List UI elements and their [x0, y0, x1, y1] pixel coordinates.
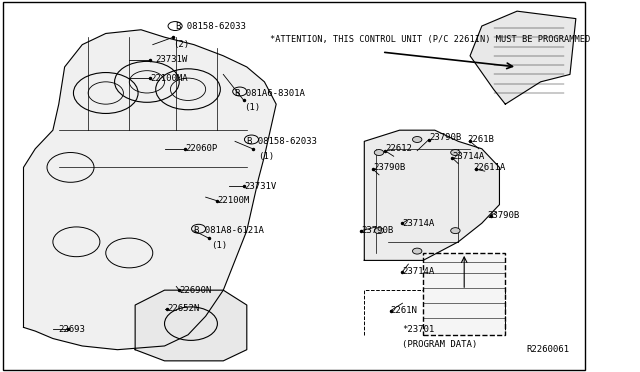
Text: 22100MA: 22100MA	[150, 74, 188, 83]
Circle shape	[374, 150, 384, 155]
Text: 22612: 22612	[385, 144, 412, 153]
Circle shape	[451, 228, 460, 234]
Polygon shape	[470, 11, 576, 104]
Text: 22693: 22693	[59, 325, 86, 334]
Text: 22690N: 22690N	[179, 286, 211, 295]
Text: 22652N: 22652N	[168, 304, 200, 313]
Text: R2260061: R2260061	[526, 345, 569, 354]
Text: (2): (2)	[173, 40, 189, 49]
Polygon shape	[364, 130, 499, 260]
Text: (PROGRAM DATA): (PROGRAM DATA)	[403, 340, 477, 349]
Text: (1): (1)	[259, 152, 275, 161]
Text: 23714A: 23714A	[452, 152, 484, 161]
Circle shape	[451, 150, 460, 155]
Text: 23790B: 23790B	[362, 226, 394, 235]
Text: 23790B: 23790B	[373, 163, 405, 172]
Text: 23790B: 23790B	[429, 133, 461, 142]
Text: 2261B: 2261B	[467, 135, 494, 144]
Text: 23790B: 23790B	[488, 211, 520, 220]
Text: B 081A8-6121A: B 081A8-6121A	[194, 226, 264, 235]
Bar	[423, 253, 506, 335]
Text: 23714A: 23714A	[403, 267, 435, 276]
Circle shape	[413, 137, 422, 142]
Text: 22060P: 22060P	[185, 144, 218, 153]
Text: 22100M: 22100M	[218, 196, 250, 205]
Text: *23701: *23701	[403, 325, 435, 334]
Text: B 08158-62033: B 08158-62033	[176, 22, 246, 31]
Polygon shape	[24, 30, 276, 350]
Text: 22611A: 22611A	[473, 163, 505, 172]
Polygon shape	[135, 290, 247, 361]
Text: B 081A6-8301A: B 081A6-8301A	[235, 89, 305, 97]
Circle shape	[374, 228, 384, 234]
Circle shape	[413, 248, 422, 254]
Text: 2261N: 2261N	[391, 306, 418, 315]
Text: 23714A: 23714A	[403, 219, 435, 228]
Text: 23731V: 23731V	[244, 182, 276, 190]
Text: B 08158-62033: B 08158-62033	[247, 137, 317, 146]
Text: *ATTENTION, THIS CONTROL UNIT (P/C 2261IN) MUST BE PROGRAMMED: *ATTENTION, THIS CONTROL UNIT (P/C 2261I…	[270, 35, 591, 44]
Text: 23731W: 23731W	[156, 55, 188, 64]
Text: (1): (1)	[212, 241, 228, 250]
Text: (1): (1)	[244, 103, 260, 112]
